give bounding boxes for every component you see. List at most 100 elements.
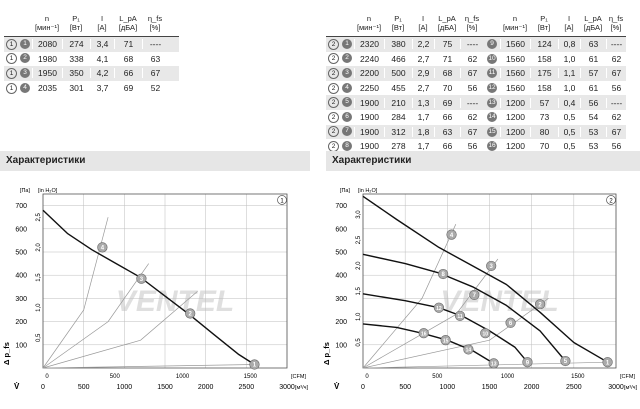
cell-p1: 80 bbox=[530, 126, 558, 137]
header-eta: η_fs [%] bbox=[147, 14, 163, 32]
y-unit-label: [Па] bbox=[20, 188, 31, 194]
cell-eta: 52 bbox=[142, 83, 168, 94]
operating-point-label: 14 bbox=[466, 348, 472, 354]
operating-point-label: 7 bbox=[473, 293, 477, 299]
operating-point-label: 3 bbox=[140, 277, 144, 283]
y-tick-label: 400 bbox=[15, 273, 27, 280]
operating-point-marker bbox=[440, 335, 451, 346]
left-table-header: n [мин⁻¹] P₁ [Вт] I [A] L_pA [дБА] η_fs [%] bbox=[4, 4, 179, 37]
cell-n: 2035 bbox=[32, 83, 62, 94]
cell-i: 1,8 bbox=[412, 126, 434, 137]
table-row: 2 5 1900 210 1,3 69 ---- 13 1200 57 0,4 56 ---- bbox=[326, 95, 626, 110]
chart-number-circle bbox=[606, 195, 616, 205]
cell-i: 2,2 bbox=[412, 39, 434, 50]
cell-i: 2,7 bbox=[412, 53, 434, 64]
operating-point-marker bbox=[418, 328, 429, 339]
operating-point-badge: 5 bbox=[342, 97, 352, 108]
cell-p1: 70 bbox=[530, 141, 558, 152]
x-tick-label: 0 bbox=[41, 384, 45, 391]
operating-point-marker bbox=[480, 328, 491, 339]
cell-p1: 73 bbox=[530, 112, 558, 123]
y-tick-label-inh2o: 2,5 bbox=[36, 212, 42, 221]
cell-p1: 455 bbox=[384, 83, 412, 94]
y-axis-symbol: Δ p_fs bbox=[2, 342, 11, 365]
plot-frame bbox=[362, 193, 617, 369]
cell-p1: 380 bbox=[384, 39, 412, 50]
operating-point-marker bbox=[602, 357, 613, 368]
y-tick-label-inh2o: 2,0 bbox=[356, 261, 362, 270]
y-axis-symbol: Δ p_fs bbox=[322, 342, 331, 365]
table-row: 2 2 2240 466 2,7 71 62 10 1560 158 1,0 61 62 bbox=[326, 52, 626, 67]
cell-eta: 62 bbox=[460, 112, 484, 123]
cell-eta: 67 bbox=[606, 126, 626, 137]
operating-point-marker bbox=[136, 273, 147, 284]
cell-n: 1560 bbox=[500, 39, 530, 50]
system-resistance-line bbox=[362, 361, 608, 369]
chart-number-badge: 2 bbox=[328, 97, 339, 109]
header-lpa-b: L_pA [дБА] bbox=[583, 14, 603, 32]
x-tick-label-cfm: 1000 bbox=[176, 374, 190, 380]
cell-lpa: 69 bbox=[114, 83, 142, 94]
cell-n: 2200 bbox=[354, 68, 384, 79]
system-resistance-line bbox=[42, 217, 109, 369]
cell-lpa: 53 bbox=[580, 141, 606, 152]
system-resistance-line bbox=[362, 224, 457, 369]
y-tick-label: 100 bbox=[335, 342, 347, 349]
cell-lpa: 53 bbox=[580, 126, 606, 137]
operating-point-badge: 13 bbox=[487, 97, 497, 108]
x-tick-label-cfm: 0 bbox=[45, 374, 49, 380]
cell-i: 2,7 bbox=[412, 83, 434, 94]
header-p1-a: P₁ [Вт] bbox=[391, 14, 405, 32]
cell-eta: 62 bbox=[460, 53, 484, 64]
cell-eta: 56 bbox=[460, 141, 484, 152]
cell-n: 1560 bbox=[500, 68, 530, 79]
x-tick-label: 500 bbox=[78, 384, 90, 391]
operating-point-badge: 10 bbox=[487, 53, 497, 64]
operating-point-label: 4 bbox=[450, 233, 454, 239]
cell-n: 1560 bbox=[500, 83, 530, 94]
y-tick-label-inh2o: 1,5 bbox=[356, 286, 362, 295]
operating-point-badge: 7 bbox=[342, 126, 352, 137]
cell-n: 1900 bbox=[354, 141, 384, 152]
fan-curve-line bbox=[362, 323, 495, 364]
y-tick-label: 500 bbox=[335, 250, 347, 257]
operating-point-label: 4 bbox=[101, 246, 105, 252]
cell-n: 1900 bbox=[354, 126, 384, 137]
operating-point-badge: 2 bbox=[20, 53, 30, 64]
operating-point-badge: 9 bbox=[487, 39, 497, 50]
header-i: I [A] bbox=[97, 14, 107, 32]
operating-point-marker bbox=[522, 357, 533, 368]
chart-number-badge: 2 bbox=[328, 38, 339, 50]
cell-i: 0,8 bbox=[558, 39, 580, 50]
operating-point-badge: 8 bbox=[342, 140, 352, 151]
cell-i: 1,1 bbox=[558, 68, 580, 79]
cell-i: 1,0 bbox=[558, 83, 580, 94]
curve-marker-cell: 10 bbox=[484, 53, 500, 64]
right-table-header: n [мин⁻¹] P₁ [Вт] I [A] L_pA [дБА] η_fs [%] n… bbox=[326, 4, 626, 37]
x-unit-m3h: [м³/ч] bbox=[624, 385, 638, 391]
cell-i: 2,9 bbox=[412, 68, 434, 79]
chart-number-badge: 2 bbox=[328, 111, 339, 123]
cell-lpa: 69 bbox=[434, 97, 460, 108]
operating-point-badge: 11 bbox=[487, 68, 497, 79]
cell-i: 1,7 bbox=[412, 112, 434, 123]
cell-p1: 350 bbox=[62, 68, 90, 79]
operating-point-badge: 4 bbox=[342, 82, 352, 93]
x-tick-label: 3000 bbox=[608, 384, 624, 391]
cell-lpa: 68 bbox=[114, 53, 142, 64]
system-resistance-line bbox=[42, 364, 255, 369]
x-tick-label: 3000 bbox=[279, 384, 295, 391]
header-eta-a: η_fs [%] bbox=[464, 14, 480, 32]
x-axis-symbol: V̇ bbox=[14, 382, 20, 391]
right-spec-table: n [мин⁻¹] P₁ [Вт] I [A] L_pA [дБА] η_fs [%] n… bbox=[326, 4, 626, 154]
operating-point-badge: 6 bbox=[342, 111, 352, 122]
cell-eta: ---- bbox=[606, 39, 626, 50]
fan-curve-line bbox=[362, 195, 608, 363]
header-n-b: n [мин⁻¹] bbox=[502, 14, 528, 32]
curve-marker-cell: 12 bbox=[484, 83, 500, 94]
